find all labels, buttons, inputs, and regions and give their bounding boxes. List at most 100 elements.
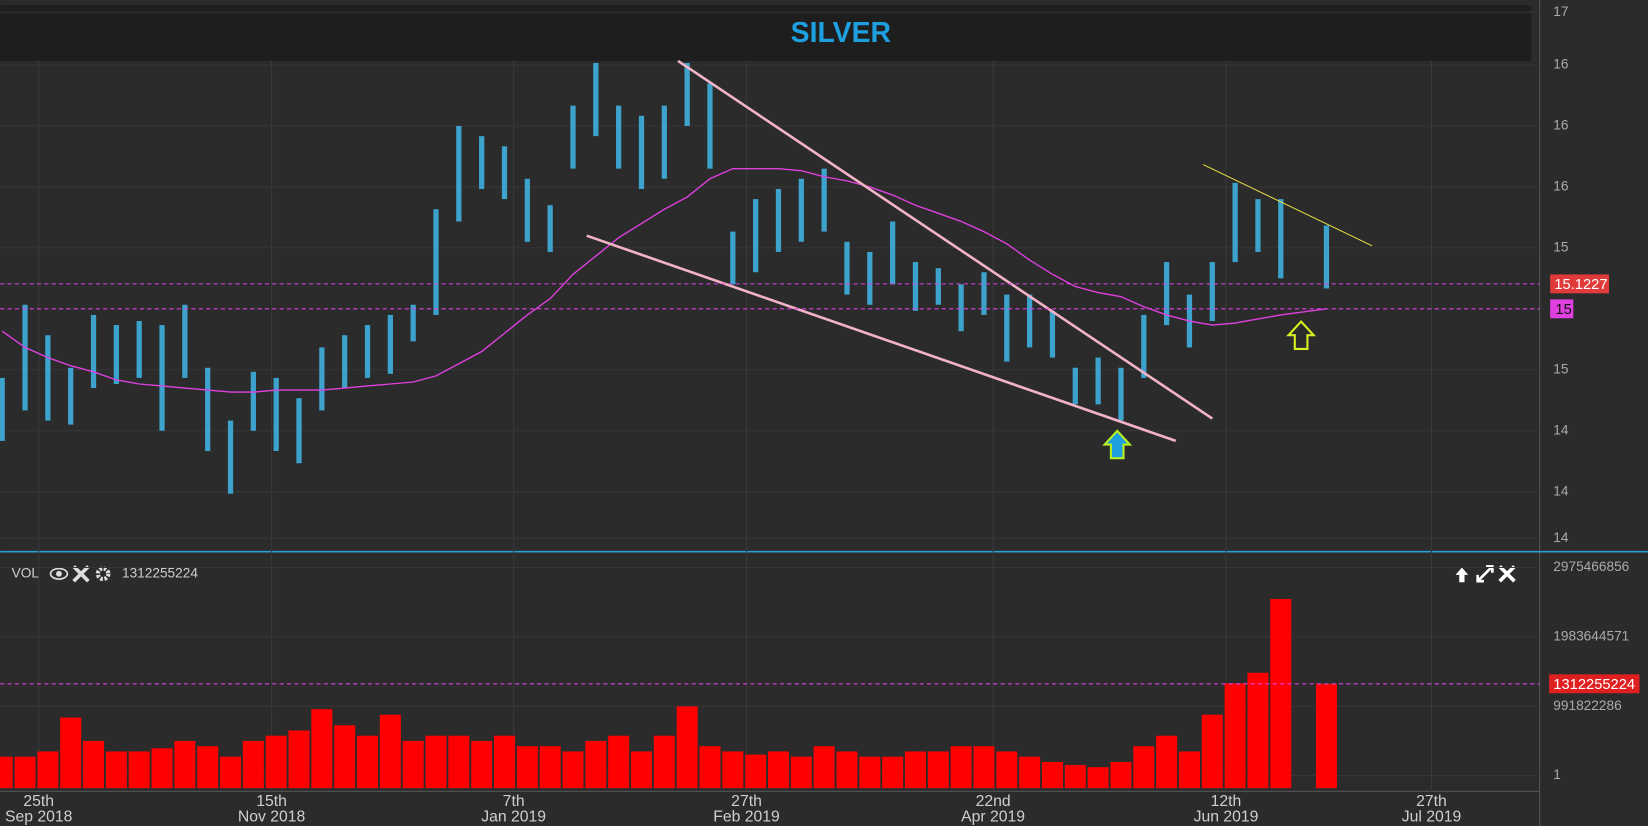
title-bar — [0, 5, 1532, 61]
price-bar — [707, 83, 713, 169]
price-bar — [730, 231, 736, 285]
volume-bar — [904, 751, 926, 789]
price-bar — [296, 398, 302, 464]
volume-bar — [357, 735, 379, 789]
volume-bar — [1315, 683, 1337, 789]
x-tick-label: 27th — [1416, 793, 1447, 810]
price-bar — [273, 377, 279, 452]
price-bar — [22, 304, 28, 411]
volume-bar — [790, 756, 812, 789]
volume-bar — [105, 751, 127, 789]
volume-bar — [882, 756, 904, 789]
price-bar — [1095, 357, 1101, 405]
x-tick-label: 27th — [731, 793, 762, 810]
volume-bar — [14, 756, 36, 789]
y-tick-label: 991822286 — [1553, 698, 1621, 713]
price-bar — [342, 335, 348, 389]
volume-bar — [0, 756, 13, 789]
price-bar — [867, 251, 873, 305]
maximize-icon[interactable] — [1476, 565, 1494, 583]
x-tick-label: 12th — [1211, 793, 1242, 810]
volume-bar — [83, 740, 105, 789]
volume-bar — [859, 756, 881, 789]
volume-bar — [608, 735, 630, 789]
price-bar — [570, 105, 576, 169]
price-bar — [319, 347, 325, 411]
volume-bar — [1247, 672, 1269, 789]
volume-bar — [676, 706, 698, 789]
y-tick-label: 14 — [1553, 530, 1569, 545]
y-tick-label: 2975466856 — [1553, 559, 1629, 574]
y-tick-label: 16 — [1553, 179, 1568, 194]
price-bar — [524, 178, 530, 242]
price-bar — [821, 168, 827, 232]
volume-bar — [265, 735, 287, 789]
price-bar — [136, 321, 142, 378]
y-tick-label: 15 — [1553, 239, 1569, 254]
volume-bar — [630, 751, 653, 789]
volume-bar — [425, 735, 447, 789]
price-bar — [410, 304, 416, 342]
x-tick-label: 22nd — [976, 793, 1011, 810]
price-bar — [479, 136, 485, 189]
price-bar — [981, 272, 987, 315]
y-tick-label: 17 — [1553, 4, 1568, 19]
gear-icon[interactable] — [95, 566, 111, 582]
x-tick-label: 15th — [256, 793, 287, 810]
volume-bar — [767, 751, 789, 789]
volume-bar — [973, 746, 995, 789]
price-bar — [912, 262, 919, 311]
volume-bar — [1133, 746, 1155, 789]
volume-bar — [1019, 756, 1041, 789]
volume-bar — [927, 751, 949, 789]
price-bar — [433, 209, 439, 315]
x-tick-label: 25th — [23, 793, 54, 810]
price-bar — [113, 325, 119, 384]
price-bar — [387, 314, 393, 374]
volume-bar — [1064, 765, 1086, 789]
volume-badge-label: 1312255224 — [1553, 677, 1635, 693]
volume-bar — [722, 751, 744, 789]
volume-bar — [1178, 751, 1200, 789]
last-price-badge — [1550, 274, 1610, 294]
volume-icons[interactable] — [49, 565, 111, 583]
y-tick-label: 14 — [1553, 483, 1569, 498]
x-tick-label: Feb 2019 — [713, 809, 780, 826]
y-tick-label: 14 — [1553, 422, 1569, 437]
volume-bar — [334, 725, 356, 789]
x-tick-label: Jan 2019 — [481, 809, 546, 826]
volume-value: 1312255224 — [122, 565, 198, 580]
trend-line — [677, 59, 1214, 420]
volume-bar — [288, 730, 310, 789]
price-bar — [501, 146, 508, 200]
buy-arrow-outline — [1286, 320, 1317, 350]
close-icon[interactable] — [72, 565, 90, 583]
volume-bar — [128, 751, 150, 789]
price-bar — [68, 367, 74, 425]
y-tick-label: 16 — [1553, 57, 1568, 72]
price-bar — [364, 325, 371, 378]
volume-bar — [1156, 735, 1178, 789]
volume-bar — [836, 751, 858, 789]
volume-bar — [516, 746, 538, 789]
last-price-label: 15.1227 — [1554, 277, 1607, 293]
volume-bar — [379, 714, 401, 789]
volume-bar — [1041, 761, 1063, 789]
x-tick-label: Jun 2019 — [1194, 809, 1259, 826]
volume-bar — [699, 746, 721, 789]
volume-bar — [539, 746, 561, 789]
volume-bar — [311, 709, 333, 789]
close-pane-icon[interactable] — [1498, 565, 1516, 583]
price-bar — [958, 284, 964, 332]
price-bar — [1049, 310, 1056, 358]
moving-average — [1, 167, 1327, 393]
volume-bar — [585, 740, 607, 789]
price-bar — [616, 105, 622, 169]
price-bar — [182, 304, 188, 378]
eye-icon[interactable] — [49, 567, 69, 580]
buy-arrow — [1102, 429, 1133, 460]
